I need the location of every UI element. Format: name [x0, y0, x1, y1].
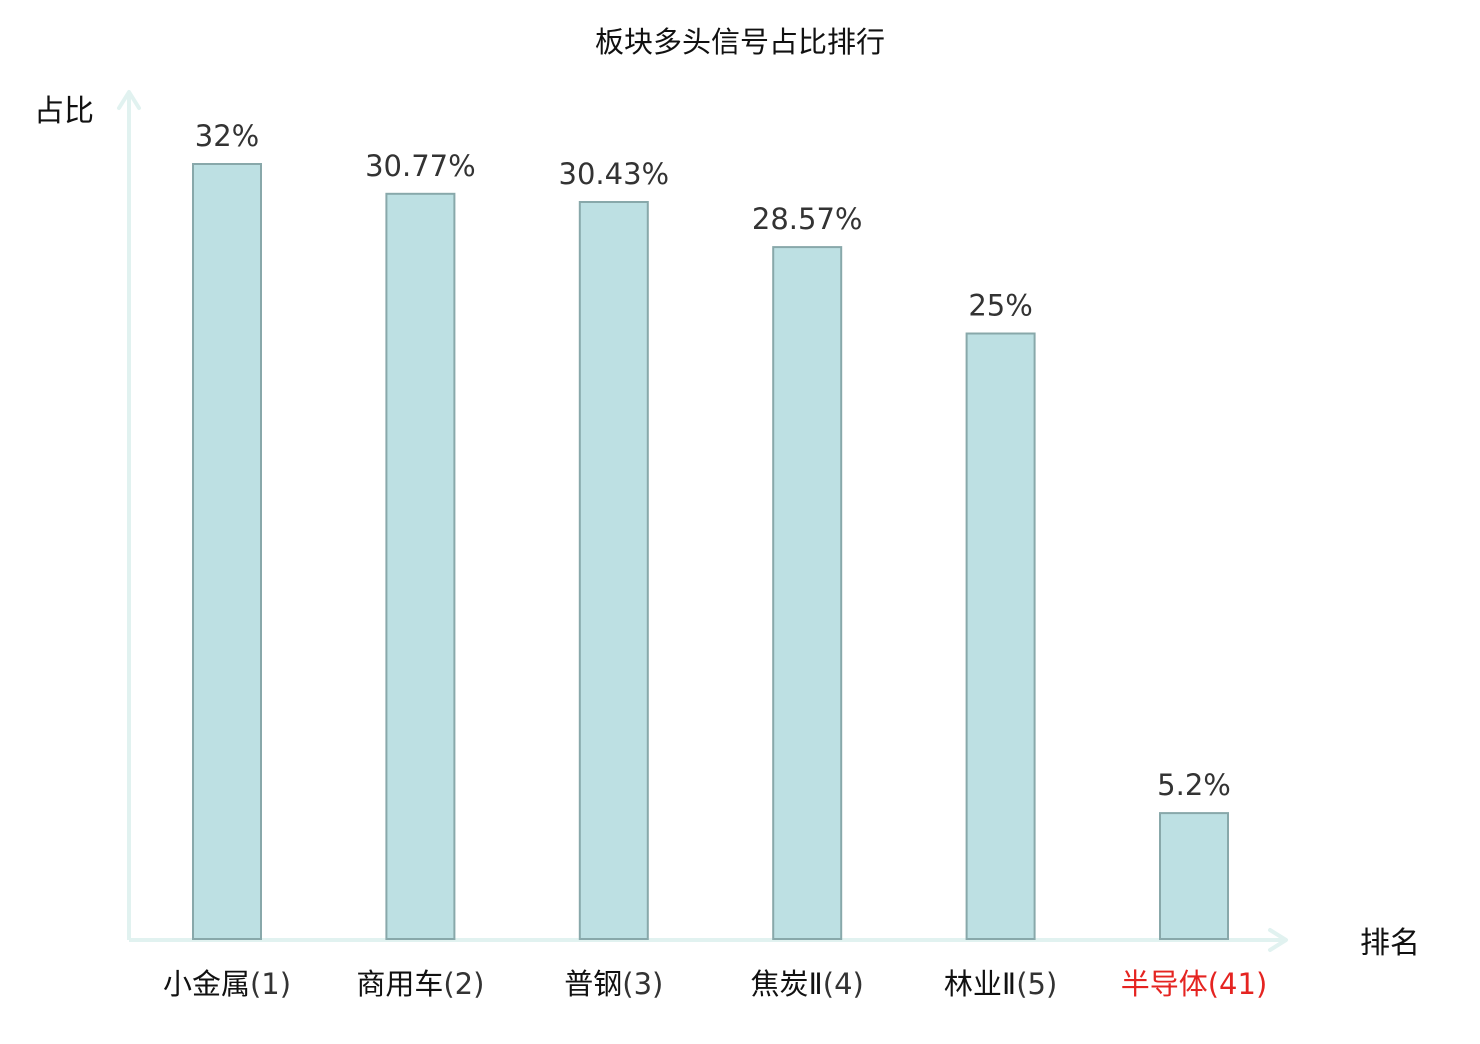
x-axis-arrow	[1268, 928, 1288, 952]
bar	[965, 332, 1036, 940]
x-axis-label: 排名	[1360, 926, 1420, 961]
category-label: 小金属(1)	[163, 967, 291, 1001]
bar	[385, 192, 456, 941]
y-axis-arrow	[117, 90, 141, 110]
category-rank: (41)	[1208, 967, 1268, 1001]
category-rank: (2)	[443, 967, 484, 1001]
bar	[1159, 812, 1229, 940]
category-label: 焦炭Ⅱ(4)	[751, 967, 864, 1001]
category-labels: 小金属(1) 商用车(2) 普钢(3) 焦炭Ⅱ(4) 林业Ⅱ(5) 半导体(41)	[163, 967, 1267, 1001]
bar-value-label: 32%	[195, 119, 259, 153]
bars	[192, 163, 1229, 941]
bar	[772, 246, 843, 941]
y-axis-label: 占比	[34, 94, 94, 129]
category-label: 林业Ⅱ(5)	[944, 967, 1057, 1001]
category-label: 商用车(2)	[356, 967, 484, 1001]
bar-value-label: 25%	[968, 289, 1032, 323]
category-name: 林业Ⅱ	[944, 967, 1016, 1001]
category-label: 半导体(41)	[1121, 967, 1268, 1001]
category-name: 焦炭Ⅱ	[751, 967, 823, 1001]
category-rank: (5)	[1016, 967, 1057, 1001]
bar	[578, 201, 649, 940]
bar-value-label: 30.43%	[559, 157, 670, 191]
category-name: 小金属	[163, 967, 250, 1001]
category-rank: (1)	[250, 967, 291, 1001]
category-rank: (3)	[622, 967, 663, 1001]
bar-value-label: 30.77%	[365, 149, 476, 183]
category-rank: (4)	[823, 967, 864, 1001]
bar	[192, 163, 262, 940]
value-labels: 32% 30.77% 30.43% 28.57% 25% 5.2%	[195, 119, 1231, 802]
category-name: 商用车	[356, 967, 443, 1001]
category-name: 普钢	[564, 967, 622, 1001]
axes	[117, 90, 1288, 952]
chart-title: 板块多头信号占比排行	[595, 25, 885, 59]
category-label: 普钢(3)	[564, 967, 663, 1001]
bar-value-label: 28.57%	[752, 202, 863, 236]
bar-value-label: 5.2%	[1157, 768, 1231, 802]
category-name: 半导体	[1121, 967, 1208, 1001]
